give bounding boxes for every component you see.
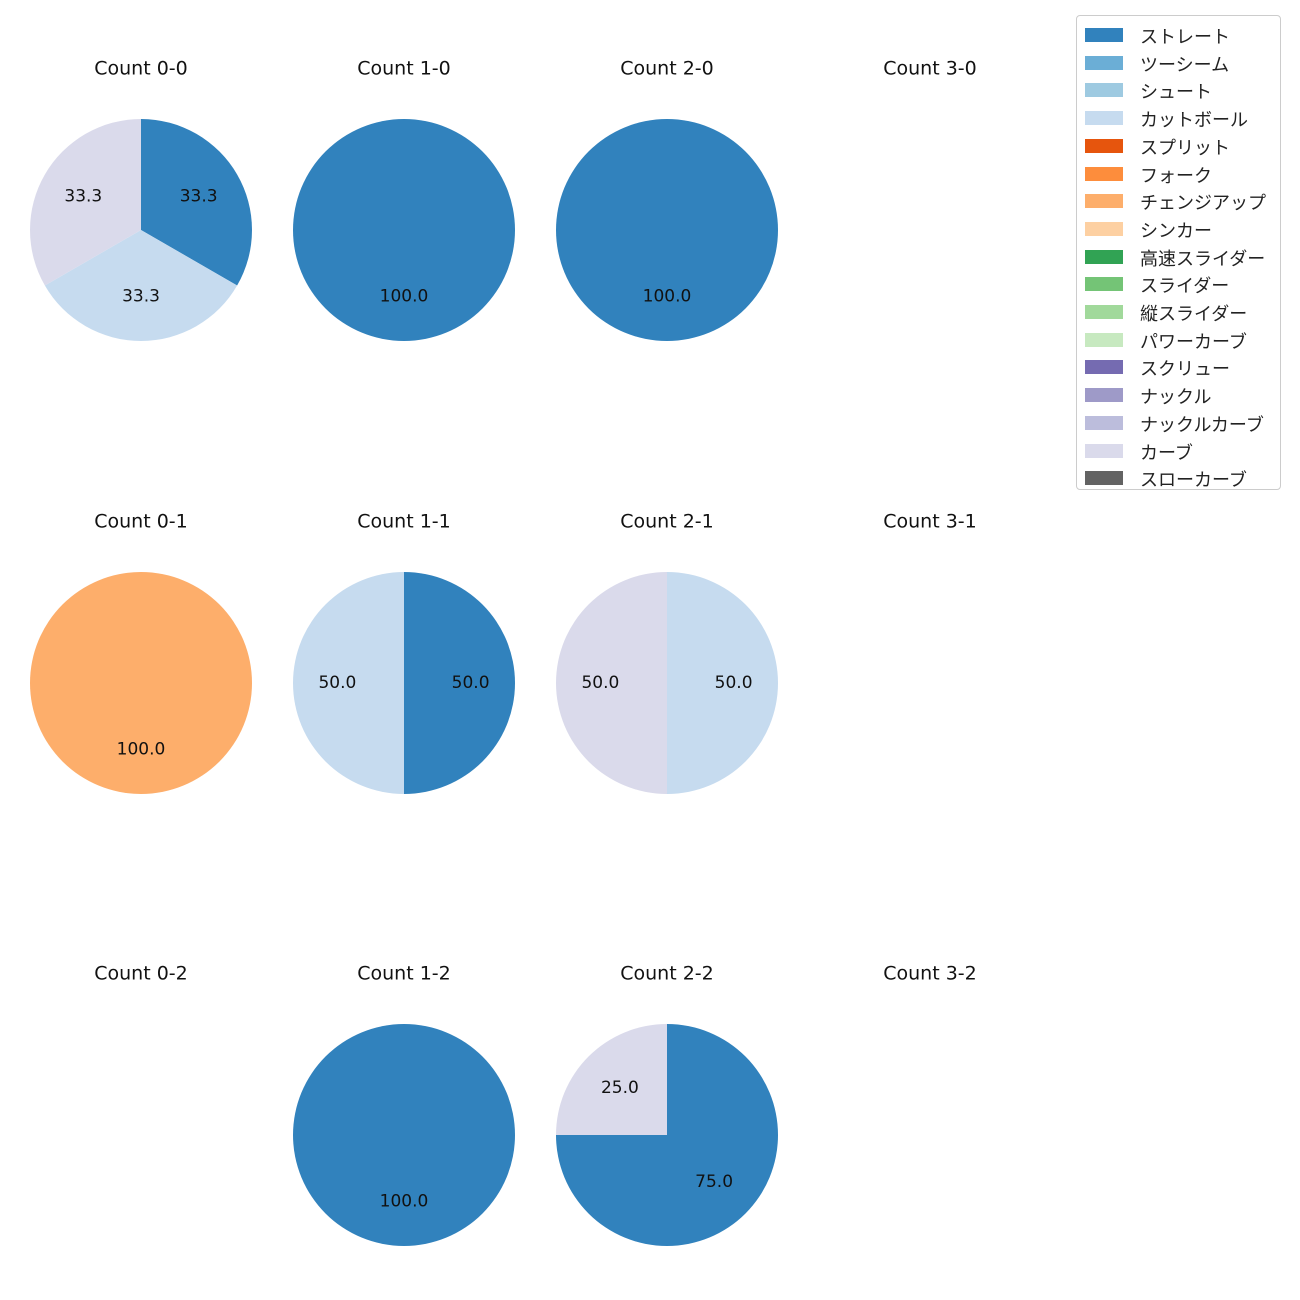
panel-title-count-3-2: Count 3-2: [883, 963, 977, 985]
slice-label-count-1-1-1: 50.0: [318, 673, 356, 693]
panel-title-count-2-2: Count 2-2: [620, 963, 714, 985]
panel-title-count-1-0: Count 1-0: [357, 58, 451, 80]
pie-slice-count-1-0-0: [293, 119, 515, 341]
legend-item: スクリュー: [1077, 353, 1282, 381]
panel-title-count-1-2: Count 1-2: [357, 963, 451, 985]
pie-slice-count-1-1-0: [404, 572, 515, 794]
slice-label-count-2-1-1: 50.0: [581, 673, 619, 693]
pie-slice-count-0-1-0: [30, 572, 252, 794]
legend-label: スライダー: [1140, 276, 1230, 298]
pie-slice-count-0-0-2: [30, 119, 142, 286]
legend-swatch: [1085, 332, 1123, 347]
panel-title-count-1-1: Count 1-1: [357, 511, 451, 533]
legend-label: カーブ: [1140, 442, 1193, 464]
legend-swatch: [1085, 28, 1123, 42]
legend-item: スローカーブ: [1077, 464, 1282, 492]
pie-slice-count-1-2-0: [293, 1024, 515, 1246]
legend-swatch: [1085, 360, 1123, 375]
legend-swatch: [1085, 415, 1123, 430]
legend-item: カーブ: [1077, 437, 1282, 464]
slice-label-count-2-2-1: 25.0: [601, 1078, 639, 1098]
legend-swatch: [1085, 83, 1123, 98]
slice-label-count-2-0-0: 100.0: [643, 287, 692, 307]
legend-swatch: [1085, 194, 1123, 209]
pie-slice-count-2-1-1: [556, 572, 667, 794]
legend: ストレートツーシームシュートカットボール スプリットフォークチェンジアップ シンカー…: [1076, 15, 1282, 492]
legend-label: シュート: [1140, 82, 1212, 104]
pie-slice-count-1-1-1: [293, 572, 404, 794]
legend-item: 縦スライダー: [1077, 298, 1282, 325]
legend-swatch: [1085, 277, 1123, 292]
slice-label-count-1-0-0: 100.0: [380, 287, 429, 307]
legend-swatch: [1085, 443, 1123, 458]
legend-item: フォーク: [1077, 160, 1282, 187]
panel-title-count-2-0: Count 2-0: [620, 58, 714, 80]
legend-label: パワーカーブ: [1140, 331, 1247, 353]
legend-swatch: [1085, 111, 1123, 126]
slice-label-count-2-1-0: 50.0: [715, 673, 753, 693]
legend-swatch: [1085, 471, 1123, 486]
legend-swatch: [1085, 138, 1123, 153]
legend-swatch: [1085, 249, 1123, 264]
legend-item: チェンジアップ: [1077, 187, 1282, 215]
legend-label: フォーク: [1140, 165, 1212, 187]
legend-item: ストレート: [1077, 21, 1282, 48]
legend-swatch: [1085, 305, 1123, 319]
slice-label-count-1-1-0: 50.0: [452, 673, 490, 693]
legend-swatch: [1085, 55, 1123, 70]
legend-label: スローカーブ: [1140, 470, 1247, 492]
slice-label-count-0-0-2: 33.3: [64, 187, 102, 207]
panel-title-count-3-1: Count 3-1: [883, 511, 977, 533]
legend-label: 縦スライダー: [1140, 304, 1248, 325]
slice-label-count-0-0-0: 33.3: [180, 187, 218, 207]
legend-label: 高速スライダー: [1140, 248, 1266, 270]
pie-slice-count-2-0-0: [556, 119, 778, 341]
legend-item: 高速スライダー: [1077, 243, 1282, 270]
legend-item: ナックルカーブ: [1077, 409, 1282, 436]
legend-item: スライダー: [1077, 270, 1282, 298]
legend-label: ストレート: [1140, 27, 1230, 48]
panel-title-count-0-0: Count 0-0: [94, 58, 188, 80]
legend-item: シュート: [1077, 76, 1282, 104]
panel-title-count-2-1: Count 2-1: [620, 511, 714, 533]
legend-item: ナックル: [1077, 381, 1282, 409]
legend-label: スクリュー: [1140, 359, 1230, 381]
legend-swatch: [1085, 221, 1123, 236]
legend-label: シンカー: [1140, 220, 1212, 242]
legend-swatch: [1085, 388, 1123, 403]
slice-label-count-2-2-0: 75.0: [695, 1172, 733, 1192]
legend-item: スプリット: [1077, 132, 1282, 159]
legend-label: ツーシーム: [1140, 54, 1230, 76]
legend-item: ツーシーム: [1077, 49, 1282, 76]
legend-item: シンカー: [1077, 215, 1282, 242]
pie-slice-count-2-2-1: [556, 1024, 667, 1135]
legend-item: カットボール: [1077, 104, 1282, 132]
legend-item: パワーカーブ: [1077, 326, 1282, 353]
slice-label-count-0-0-1: 33.3: [122, 287, 160, 307]
legend-label: カットボール: [1140, 110, 1248, 132]
legend-swatch: [1085, 166, 1123, 181]
pie-slice-count-0-0-0: [141, 119, 252, 286]
panel-title-count-0-2: Count 0-2: [94, 963, 188, 985]
panel-title-count-0-1: Count 0-1: [94, 511, 188, 533]
legend-label: スプリット: [1140, 137, 1230, 159]
slice-label-count-0-1-0: 100.0: [117, 740, 166, 760]
legend-label: ナックルカーブ: [1140, 414, 1264, 436]
legend-label: ナックル: [1140, 387, 1212, 409]
pie-slice-count-2-1-0: [667, 572, 778, 794]
slice-label-count-1-2-0: 100.0: [380, 1192, 429, 1212]
panel-title-count-3-0: Count 3-0: [883, 58, 977, 80]
legend-label: チェンジアップ: [1140, 193, 1266, 215]
